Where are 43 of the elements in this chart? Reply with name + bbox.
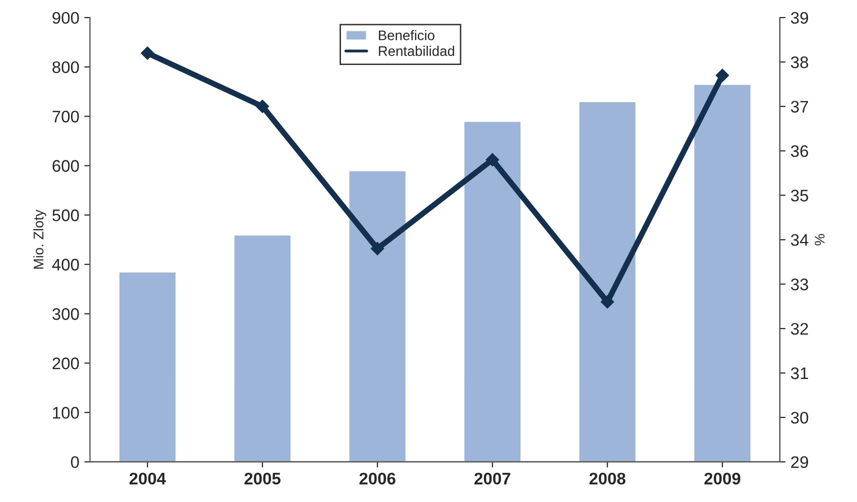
point [256,100,270,114]
bar [462,120,522,462]
y-tick-label: 900 [52,12,79,24]
x-tick-label: 2009 [704,472,740,484]
bar [692,84,752,462]
y2-tick-label: 31 [790,367,808,380]
point [486,153,500,166]
point [600,295,614,308]
y-tick-label: 600 [52,160,79,172]
legend-label: Beneficio [378,30,434,40]
legend-label: Rentabilidad [378,46,454,56]
y2-tick-label: 33 [790,278,808,290]
x-tick-label: 2007 [474,472,510,484]
point [370,242,384,256]
y2-tick-label: 37 [790,100,808,113]
y2-tick-label: 32 [790,322,808,335]
y-tick-label: 200 [52,358,79,370]
bar [118,271,177,462]
y2-tick-label: 35 [790,190,808,202]
y-tick-label: 800 [52,61,79,74]
y2-axis-title: % [814,234,825,246]
y-tick-label: 100 [53,406,79,419]
y2-tick-label: 34 [790,234,808,246]
y-tick-label: 300 [52,308,79,320]
x-tick-label: 2004 [130,472,166,484]
y-tick-label: 700 [52,110,79,122]
bar [233,234,292,462]
x-tick-label: 2008 [589,472,626,484]
x-tick-label: 2006 [359,472,396,484]
bar [348,170,407,462]
y2-tick-label: 39 [790,12,808,24]
y-axis-title: Mio. Zloty [33,210,46,269]
y-tick-label: 400 [52,258,79,271]
point [140,46,154,60]
y2-tick-label: 36 [790,145,808,158]
y-tick-label: 0 [70,456,79,468]
bar [578,100,637,462]
x-tick-label: 2005 [244,472,281,484]
y2-tick-label: 30 [790,412,808,424]
y2-tick-label: 29 [791,456,808,468]
y-tick-label: 500 [52,209,79,222]
point [716,68,729,82]
y2-tick-label: 38 [790,56,808,68]
